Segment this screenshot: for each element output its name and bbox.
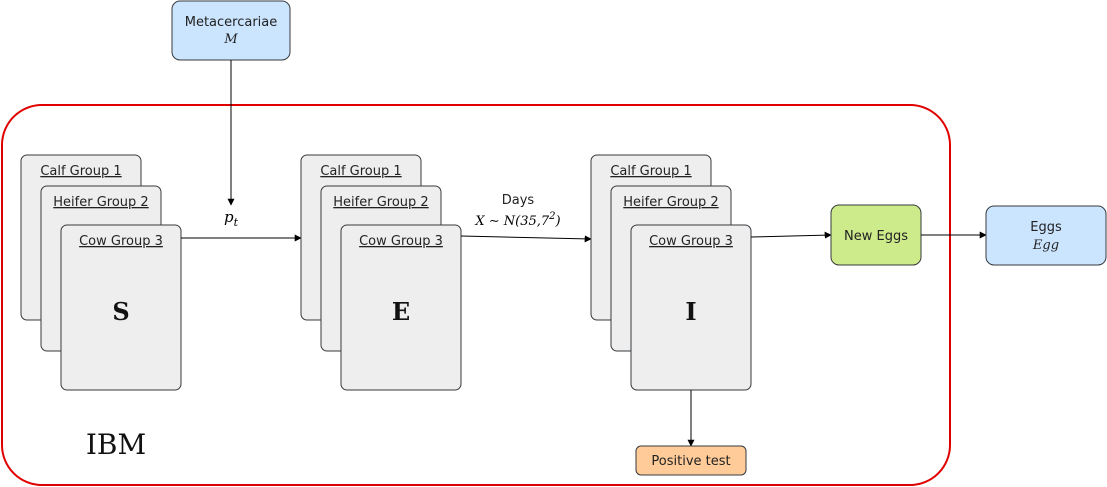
eggs-title: Eggs (1030, 220, 1062, 235)
state-letter: E (392, 297, 410, 326)
group-label: Heifer Group 2 (53, 195, 148, 210)
positive-test-node: Positive test (635, 445, 747, 476)
edge-i-to-new-eggs (750, 231, 832, 239)
state-letter: I (685, 297, 696, 326)
group-label: Calf Group 1 (40, 164, 121, 179)
state-s-stack: Calf Group 1 Heifer Group 2 Cow Group 3 … (20, 154, 182, 391)
group-label: Cow Group 3 (359, 234, 443, 249)
group-label: Heifer Group 2 (623, 195, 718, 210)
eggs-node: Eggs Egg (985, 205, 1107, 266)
metacercariae-node: Metacercariae M (171, 0, 291, 61)
group-label: Calf Group 1 (320, 164, 401, 179)
group-label: Cow Group 3 (649, 234, 733, 249)
group-label: Calf Group 1 (610, 164, 691, 179)
positive-test-title: Positive test (651, 454, 730, 469)
metacercariae-symbol: M (223, 32, 238, 47)
state-i-stack: Calf Group 1 Heifer Group 2 Cow Group 3 … (590, 154, 752, 391)
new-eggs-title: New Eggs (844, 229, 908, 244)
state-letter: S (112, 297, 129, 326)
edge-label-days: Days (502, 193, 535, 208)
edge-e-to-i (460, 235, 592, 243)
eggs-symbol: Egg (1032, 238, 1059, 253)
new-eggs-node: New Eggs (830, 204, 922, 266)
state-e-stack: Calf Group 1 Heifer Group 2 Cow Group 3 … (300, 154, 462, 391)
group-label: Cow Group 3 (79, 234, 163, 249)
edge-label-distribution: X ∼ N(35,72) (474, 211, 560, 229)
group-label: Heifer Group 2 (333, 195, 428, 210)
ibm-container (1, 104, 951, 486)
edge-label-pt: pt (224, 208, 239, 229)
ibm-label: IBM (86, 428, 146, 461)
metacercariae-title: Metacercariae (185, 15, 278, 30)
